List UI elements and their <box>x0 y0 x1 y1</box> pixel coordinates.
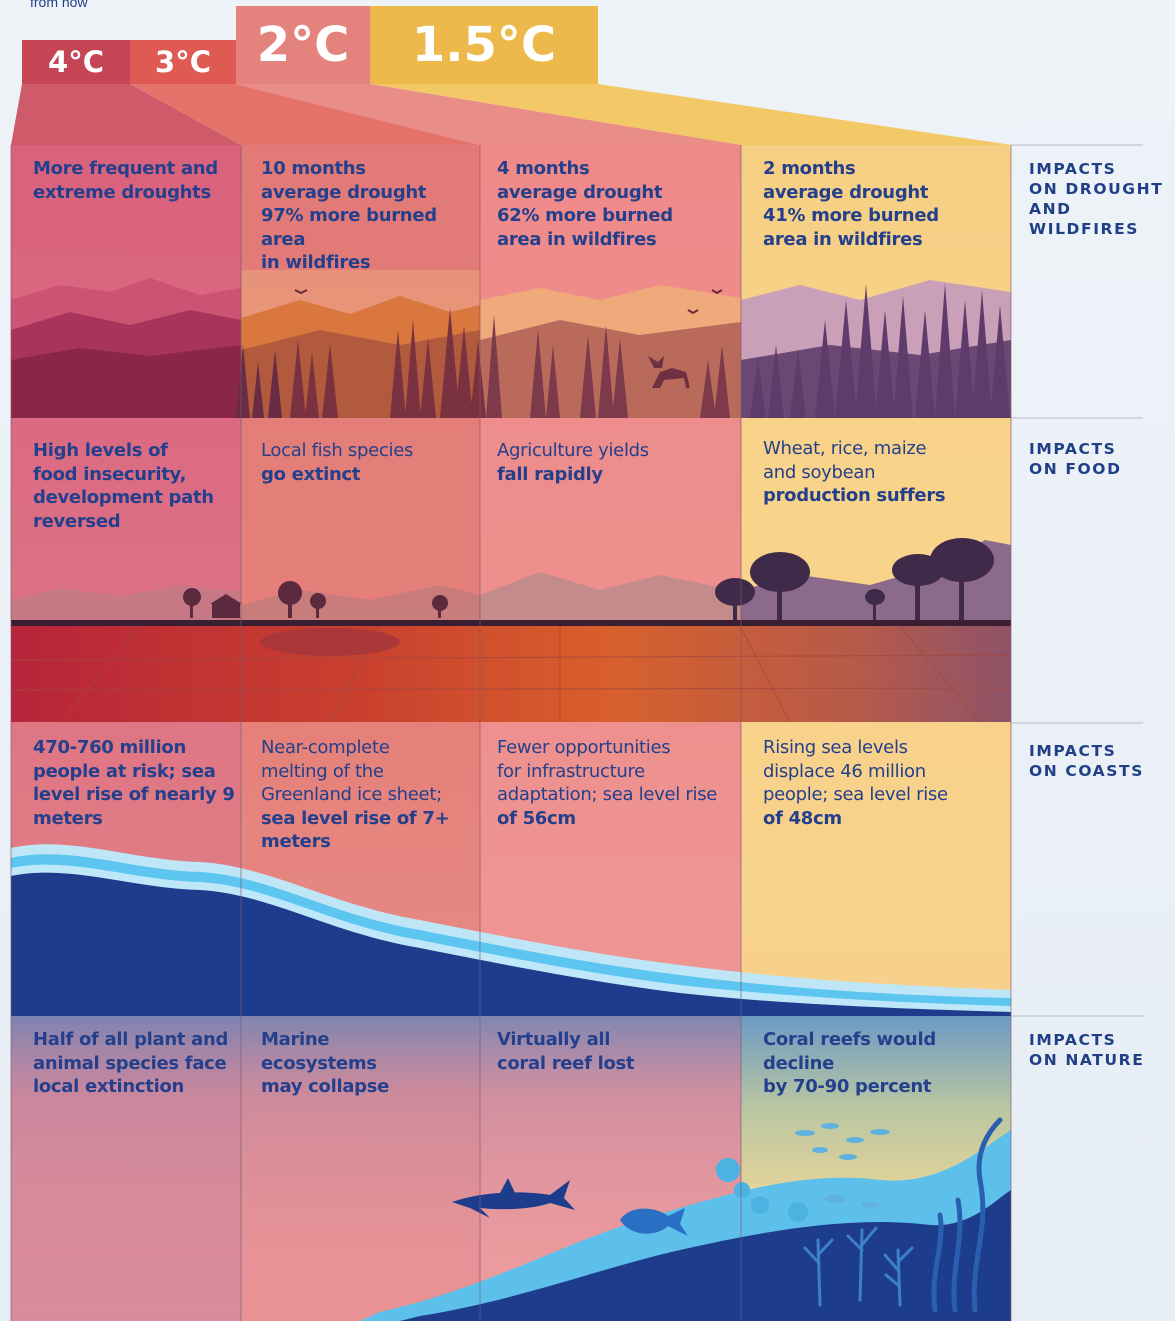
tab-3c-label: 3°C <box>155 45 211 79</box>
coasts-1-5c-line3: people; sea level rise <box>763 784 948 805</box>
drought-3c-line4: in wildfires <box>261 252 371 273</box>
coasts-water <box>11 844 1011 1016</box>
tab-4c-label: 4°C <box>48 45 104 79</box>
coasts-2c-line1: Fewer opportunities <box>497 737 671 758</box>
coasts-2c-line3: adaptation; sea level rise <box>497 784 718 805</box>
food-scenery <box>10 538 1012 723</box>
nature-4c-line1: Half of all plant and <box>33 1029 229 1050</box>
ribbon-2c <box>236 84 741 145</box>
drought-1-5c-text: 2 months average drought 41% more burned… <box>763 157 1003 251</box>
drought-2c-text: 4 months average drought 62% more burned… <box>497 157 732 251</box>
drought-2c-line2: average drought <box>497 181 663 203</box>
drought-1-5c-line2: average drought <box>763 181 929 203</box>
tab-4c: 4°C <box>22 40 130 84</box>
tab-2c-label: 2°C <box>256 17 350 73</box>
tab-1-5c-label: 1.5°C <box>411 17 557 73</box>
tab-2c-bg <box>236 6 370 84</box>
food-4c-line1: High levels of <box>33 440 168 461</box>
coasts-2c-text: Fewer opportunities for infrastructure a… <box>497 736 737 830</box>
drought-4c-text: More frequent and extreme droughts <box>33 157 233 204</box>
coasts-4c-line3: level rise of nearly 9 <box>33 784 235 805</box>
nature-1-5c-text: Coral reefs would decline by 70-90 perce… <box>763 1028 1008 1099</box>
coasts-2c-line2: for infrastructure <box>497 760 645 782</box>
food-3c-line1: Local fish species <box>261 440 414 461</box>
drought-3c-line3: 97% more burned area <box>261 205 437 250</box>
nature-3c-line2: ecosystems <box>261 1052 377 1074</box>
drought-2c-line1: 4 months <box>497 158 590 179</box>
coasts-3c-line1: Near-complete <box>261 737 390 758</box>
drought-4c-line2: extreme droughts <box>33 181 211 203</box>
food-2c-line2: fall rapidly <box>497 463 603 485</box>
tab-4c-bg <box>22 40 130 84</box>
coasts-1-5c-line4: of 48cm <box>763 807 842 829</box>
category-food-label: IMPACTS ON FOOD <box>1029 440 1122 478</box>
drought-2c-line3: 62% more burned <box>497 205 673 226</box>
nature-1-5c-line2: by 70-90 percent <box>763 1076 932 1097</box>
coasts-2c-line4: of 56cm <box>497 807 576 829</box>
coasts-3c-line3: Greenland ice sheet; <box>261 784 442 805</box>
nature-2c-line2: coral reef lost <box>497 1052 635 1074</box>
nature-scenery <box>11 1016 1011 1321</box>
nature-3c-line3: may collapse <box>261 1076 390 1097</box>
coasts-1-5c-line1: Rising sea levels <box>763 737 908 758</box>
fish-silhouette <box>620 1208 688 1236</box>
drought-2c-line4: area in wildfires <box>497 228 657 250</box>
coasts-3c-line4: sea level rise of 7+ <box>261 807 450 829</box>
food-4c-text: High levels of food insecurity, developm… <box>33 439 233 533</box>
tab-2c: 2°C <box>236 6 370 84</box>
food-4c-line3: development path <box>33 487 214 508</box>
food-1-5c-line1: Wheat, rice, maize <box>763 438 927 459</box>
coasts-3c-line5: meters <box>261 831 331 852</box>
coasts-1-5c-line2: displace 46 million <box>763 760 926 782</box>
nature-3c-text: Marine ecosystems may collapse <box>261 1028 476 1099</box>
category-drought-label: IMPACTS ON DROUGHT AND WILDFIRES <box>1029 160 1164 238</box>
drought-4c-line1: More frequent and <box>33 158 218 179</box>
category-nature-label: IMPACTS ON NATURE <box>1029 1031 1145 1069</box>
nature-2c-line1: Virtually all <box>497 1029 611 1050</box>
food-2c-text: Agriculture yields fall rapidly <box>497 439 732 486</box>
nature-3c-line1: Marine <box>261 1029 330 1050</box>
coasts-1-5c-text: Rising sea levels displace 46 million pe… <box>763 736 1003 830</box>
food-1-5c-line3: production suffers <box>763 485 946 506</box>
coasts-4c-text: 470-760 million people at risk; sea leve… <box>33 736 238 830</box>
nature-4c-line2: animal species face <box>33 1052 227 1074</box>
food-4c-line4: reversed <box>33 510 121 532</box>
food-3c-line2: go extinct <box>261 463 361 485</box>
nature-2c-text: Virtually all coral reef lost <box>497 1028 732 1075</box>
drought-1-5c-line4: area in wildfires <box>763 228 923 250</box>
shark-silhouette <box>452 1178 575 1218</box>
ribbon-1-5c <box>370 84 1012 145</box>
food-4c-line2: food insecurity, <box>33 463 187 485</box>
food-1-5c-text: Wheat, rice, maize and soybean productio… <box>763 437 1003 508</box>
coasts-3c-line2: melting of the <box>261 760 384 782</box>
coasts-4c-line2: people at risk; sea <box>33 760 216 782</box>
food-3c-text: Local fish species go extinct <box>261 439 476 486</box>
coasts-4c-line1: 470-760 million <box>33 737 187 758</box>
tab-1-5c: 1.5°C <box>370 6 598 84</box>
tab-3c-bg <box>130 40 236 84</box>
nature-4c-line3: local extinction <box>33 1076 185 1097</box>
category-coasts-label: IMPACTS ON COASTS <box>1029 742 1144 780</box>
ribbon-4c <box>11 84 241 145</box>
drought-3c-line2: average drought <box>261 181 427 203</box>
nature-1-5c-line1: Coral reefs would decline <box>763 1029 936 1074</box>
food-1-5c-line2: and soybean <box>763 461 876 483</box>
tab-1-5c-bg <box>370 6 598 84</box>
drought-1-5c-line1: 2 months <box>763 158 856 179</box>
coasts-4c-line4: meters <box>33 807 103 829</box>
coasts-3c-text: Near-complete melting of the Greenland i… <box>261 736 476 854</box>
nature-4c-text: Half of all plant and animal species fac… <box>33 1028 238 1099</box>
ribbon-3c <box>130 84 480 145</box>
drought-1-5c-line3: 41% more burned <box>763 205 939 226</box>
drought-3c-line1: 10 months <box>261 158 366 179</box>
food-2c-line1: Agriculture yields <box>497 440 649 461</box>
moose-silhouette <box>648 356 690 388</box>
top-note: from now <box>30 0 88 10</box>
drought-scenery <box>11 270 1011 418</box>
tab-3c: 3°C <box>130 40 236 84</box>
drought-3c-text: 10 months average drought 97% more burne… <box>261 157 476 275</box>
